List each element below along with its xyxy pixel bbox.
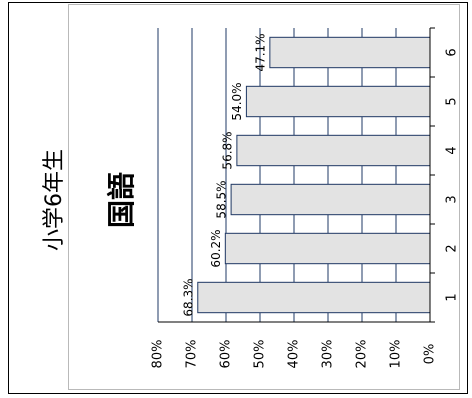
data-label: 58.5% (215, 180, 229, 218)
bar (245, 85, 431, 118)
value-tick-label: 50% (253, 340, 268, 369)
data-label: 54.0% (230, 82, 244, 120)
category-label: 2 (445, 244, 460, 252)
value-tick-label: 0% (423, 344, 438, 365)
axes: 0% 10% 20% 30% 40% 50% 60% 70% 80% 1 2 3 4 5 6 (151, 27, 460, 369)
chart-area-frame (68, 4, 460, 390)
bar (197, 281, 431, 314)
bars (197, 36, 431, 314)
value-tick-label: 40% (287, 340, 302, 369)
bar (224, 232, 431, 265)
data-label: 68.3% (181, 278, 195, 316)
value-tick-label: 70% (185, 340, 200, 369)
category-label: 3 (445, 195, 460, 203)
value-tick-label: 80% (151, 340, 166, 369)
data-label: 47.1% (253, 33, 267, 71)
gridlines (157, 28, 431, 322)
value-tick-label: 20% (355, 340, 370, 369)
bar (230, 183, 431, 216)
category-label: 5 (445, 97, 460, 105)
category-label: 4 (445, 146, 460, 154)
bar (269, 36, 431, 69)
bar (236, 134, 431, 167)
category-label: 6 (445, 48, 460, 56)
category-label: 1 (445, 293, 460, 301)
value-tick-label: 10% (389, 340, 404, 369)
data-label: 56.8% (220, 131, 234, 169)
data-labels: 68.3% 60.2% 58.5% 56.8% 54.0% 47.1% (181, 33, 267, 316)
data-label: 60.2% (209, 229, 223, 267)
value-tick-label: 30% (321, 340, 336, 369)
value-tick-label: 60% (219, 340, 234, 369)
